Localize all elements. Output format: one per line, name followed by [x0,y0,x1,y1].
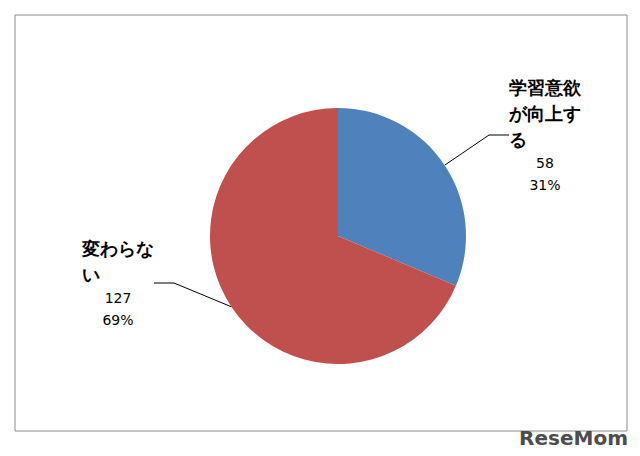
svg-text:69%: 69% [102,312,133,328]
svg-text:ReseMom: ReseMom [519,426,628,450]
svg-text:58: 58 [536,155,554,171]
svg-text:127: 127 [105,290,132,306]
svg-text:学習意欲: 学習意欲 [509,77,582,98]
svg-text:る: る [509,129,527,150]
svg-text:31%: 31% [529,177,560,193]
svg-text:が向上す: が向上す [508,103,581,124]
svg-text:い: い [82,264,100,285]
svg-text:変わらな: 変わらな [81,238,154,259]
